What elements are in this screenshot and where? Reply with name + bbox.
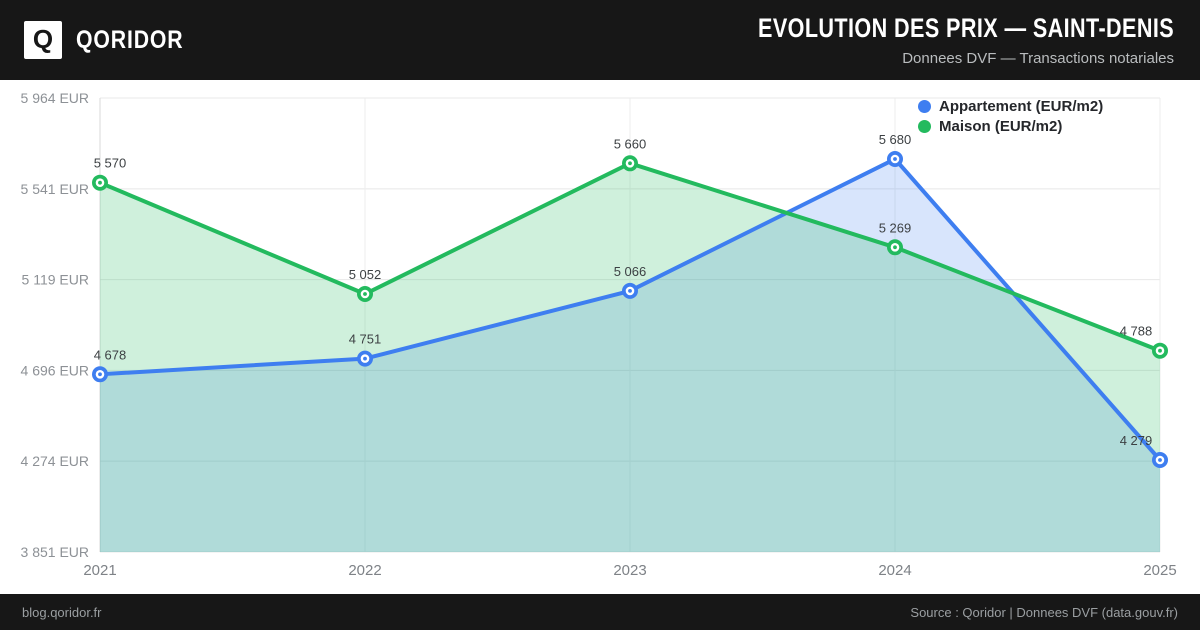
series-area-fill	[100, 159, 1160, 552]
data-point-marker	[92, 366, 108, 383]
data-point-label: 5 660	[614, 136, 647, 151]
y-axis-tick-label: 5 119 EUR	[22, 272, 89, 288]
footer-bar: blog.qoridor.fr Source : Qoridor | Donne…	[0, 594, 1200, 630]
data-point-label: 5 570	[94, 156, 127, 171]
chart-panel: 5 964 EUR 5 541 EUR 5 119 EUR 4 696 EUR 4 27…	[0, 80, 1200, 594]
y-axis-tick-label: 4 696 EUR	[21, 362, 89, 378]
data-point-marker	[622, 282, 638, 299]
data-point-label: 4 678	[94, 347, 127, 362]
x-axis-tick-label: 2024	[878, 562, 911, 579]
y-axis-tick-label: 5 964 EUR	[21, 90, 89, 106]
legend-dot-appartement-icon	[918, 100, 931, 113]
x-axis-tick-label: 2023	[613, 562, 646, 579]
x-axis-tick-label: 2021	[83, 562, 116, 579]
data-point-label: 5 269	[879, 220, 912, 235]
data-point-marker	[357, 286, 373, 302]
price-evolution-chart: 5 964 EUR 5 541 EUR 5 119 EUR 4 696 EUR 4 27…	[21, 90, 1177, 579]
footer-site-url: blog.qoridor.fr	[22, 604, 102, 620]
data-point-marker	[1152, 452, 1168, 468]
header-bar: Q QORIDOR EVOLUTION DES PRIX — SAINT-DEN…	[0, 0, 1200, 80]
data-point-marker	[92, 174, 108, 191]
series-area-fill	[100, 163, 1160, 553]
chart-legend: Appartement (EUR/m2) Maison (EUR/m2)	[918, 98, 1103, 135]
data-point-marker	[1152, 342, 1168, 359]
data-point-marker	[622, 155, 638, 172]
logo-q-icon: Q	[32, 24, 54, 54]
footer-source-credit: Source : Qoridor | Donnees DVF (data.gou…	[910, 604, 1178, 620]
x-axis-tick-label: 2022	[348, 562, 381, 579]
data-point-marker	[887, 151, 903, 167]
data-point-marker	[357, 350, 373, 367]
y-axis-tick-label: 5 541 EUR	[21, 181, 89, 197]
x-axis-tick-label: 2025	[1143, 562, 1176, 579]
data-point-label: 4 788	[1120, 324, 1153, 339]
legend-item-maison: Maison (EUR/m2)	[918, 118, 1103, 135]
data-point-label: 5 680	[879, 132, 912, 147]
header-title-block: EVOLUTION DES PRIX — SAINT-DENIS Donnees…	[654, 13, 1174, 67]
y-axis-tick-label: 3 851 EUR	[21, 544, 89, 560]
page-subtitle: Donnees DVF — Transactions notariales	[902, 50, 1174, 67]
legend-item-appartement: Appartement (EUR/m2)	[918, 98, 1103, 115]
data-point-marker	[887, 239, 903, 256]
qoridor-logo: Q	[24, 21, 62, 59]
legend-dot-maison-icon	[918, 120, 931, 133]
y-axis-tick-label: 4 274 EUR	[21, 453, 89, 469]
legend-label-maison: Maison (EUR/m2)	[939, 118, 1063, 135]
data-point-label: 4 279	[1120, 433, 1153, 448]
legend-label-appartement: Appartement (EUR/m2)	[939, 98, 1104, 115]
data-point-label: 4 751	[349, 332, 382, 347]
data-point-label: 5 066	[614, 264, 647, 279]
page-title: EVOLUTION DES PRIX — SAINT-DENIS	[757, 13, 1174, 43]
brand-name: QORIDOR	[76, 25, 184, 54]
brand: Q QORIDOR	[24, 21, 202, 59]
data-point-label: 5 052	[349, 267, 382, 282]
